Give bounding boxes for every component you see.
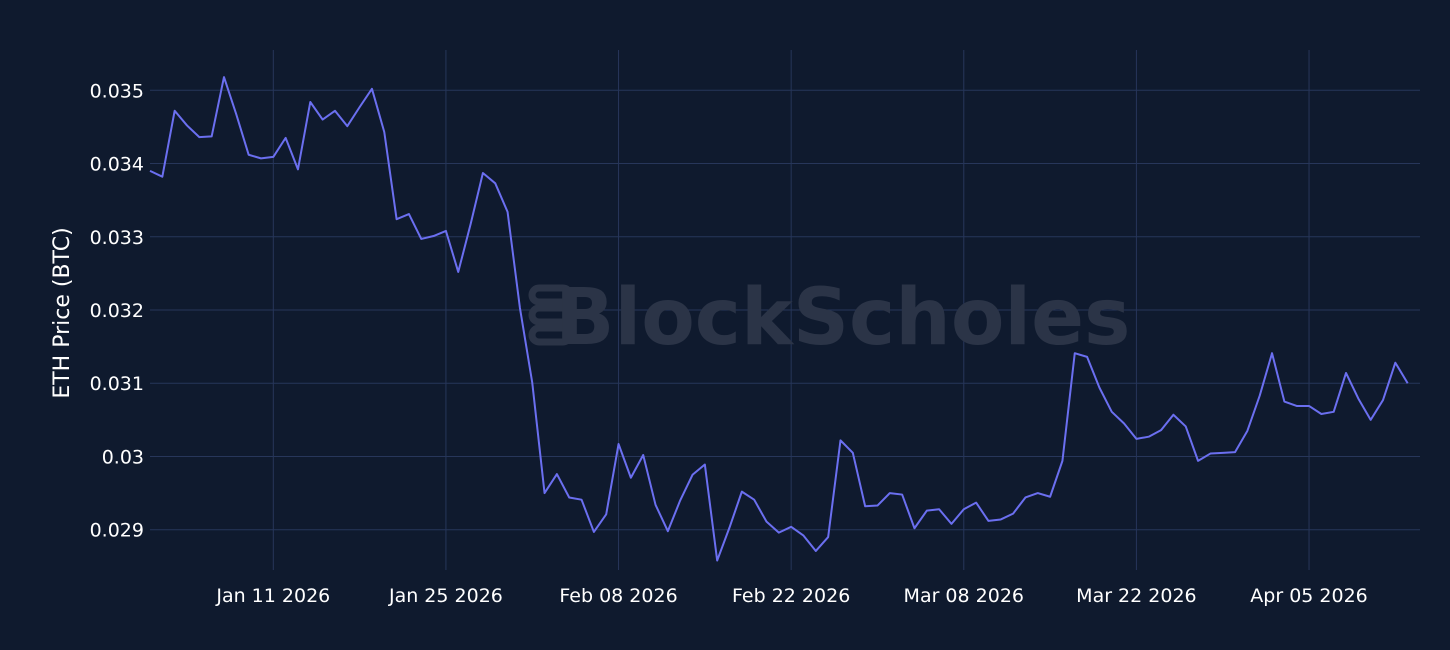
blockscholes-watermark: BlockScholes [528, 273, 1130, 363]
y-tick-label: 0.033 [90, 227, 144, 249]
y-tick-label: 0.031 [90, 373, 144, 395]
watermark-text: BlockScholes [555, 273, 1130, 363]
y-tick-label: 0.029 [90, 520, 144, 542]
x-tick-label: Feb 22 2026 [732, 585, 850, 607]
x-tick-label: Jan 25 2026 [388, 585, 503, 607]
y-tick-label: 0.034 [90, 154, 144, 176]
series-line-0 [149, 76, 1409, 562]
grid [150, 50, 1420, 570]
y-tick-label: 0.03 [102, 446, 144, 468]
blockscholes-logo-icon [528, 284, 574, 346]
x-tick-label: Mar 22 2026 [1076, 585, 1196, 607]
y-tick-label: 0.032 [90, 300, 144, 322]
x-tick-label: Mar 08 2026 [904, 585, 1024, 607]
x-tick-label: Apr 05 2026 [1250, 585, 1367, 607]
y-axis-label: ETH Price (BTC) [50, 227, 75, 398]
x-tick-label: Feb 08 2026 [559, 585, 677, 607]
y-axis-ticks: 0.029 0.03 0.031 0.032 0.033 0.034 0.035 [90, 80, 144, 541]
series-layer [149, 76, 1409, 562]
y-tick-label: 0.035 [90, 80, 144, 102]
x-axis-ticks: Jan 11 2026 Jan 25 2026 Feb 08 2026 Feb 22 … [215, 585, 1367, 607]
x-tick-label: Jan 11 2026 [215, 585, 330, 607]
